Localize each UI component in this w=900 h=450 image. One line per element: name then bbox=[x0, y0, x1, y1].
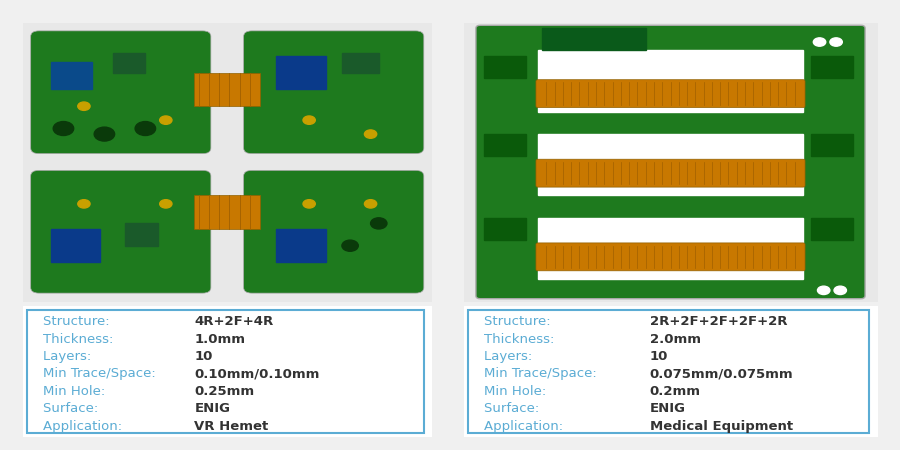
Text: Application:: Application: bbox=[43, 419, 126, 432]
Text: Thickness:: Thickness: bbox=[484, 333, 559, 346]
Circle shape bbox=[303, 200, 315, 208]
Text: 10: 10 bbox=[650, 350, 668, 363]
Circle shape bbox=[830, 38, 842, 46]
Circle shape bbox=[77, 200, 90, 208]
Text: Thickness:: Thickness: bbox=[43, 333, 118, 346]
Bar bbox=[342, 53, 379, 73]
Bar bbox=[480, 28, 538, 296]
Text: VR Hemet: VR Hemet bbox=[194, 419, 269, 432]
Text: Layers:: Layers: bbox=[43, 350, 95, 363]
Bar bbox=[51, 229, 100, 262]
FancyBboxPatch shape bbox=[27, 310, 424, 432]
Text: 10: 10 bbox=[194, 350, 213, 363]
Bar bbox=[484, 134, 526, 157]
Bar bbox=[276, 229, 326, 262]
Circle shape bbox=[342, 240, 358, 251]
Bar bbox=[811, 218, 852, 240]
FancyBboxPatch shape bbox=[536, 159, 806, 187]
Circle shape bbox=[834, 286, 847, 295]
Text: Min Trace/Space:: Min Trace/Space: bbox=[484, 367, 601, 380]
Text: Structure:: Structure: bbox=[484, 315, 555, 328]
Text: 2R+2F+2F+2F+2R: 2R+2F+2F+2F+2R bbox=[650, 315, 788, 328]
Circle shape bbox=[371, 218, 387, 229]
Bar bbox=[803, 28, 861, 296]
Text: Surface:: Surface: bbox=[43, 402, 103, 415]
Circle shape bbox=[94, 127, 114, 141]
Text: 0.075mm/0.075mm: 0.075mm/0.075mm bbox=[650, 367, 794, 380]
Text: Layers:: Layers: bbox=[484, 350, 536, 363]
Text: Min Hole:: Min Hole: bbox=[43, 385, 110, 398]
Bar bbox=[542, 28, 645, 50]
Circle shape bbox=[135, 122, 156, 135]
Text: 0.25mm: 0.25mm bbox=[194, 385, 255, 398]
Text: ENIG: ENIG bbox=[194, 402, 230, 415]
Text: Structure:: Structure: bbox=[43, 315, 113, 328]
FancyBboxPatch shape bbox=[244, 171, 424, 293]
Circle shape bbox=[159, 116, 172, 124]
Text: Medical Equipment: Medical Equipment bbox=[650, 419, 793, 432]
Text: 2.0mm: 2.0mm bbox=[650, 333, 701, 346]
Bar bbox=[538, 50, 803, 112]
Circle shape bbox=[53, 122, 74, 135]
Text: 1.0mm: 1.0mm bbox=[194, 333, 246, 346]
Circle shape bbox=[159, 200, 172, 208]
FancyBboxPatch shape bbox=[468, 310, 869, 432]
Bar bbox=[811, 56, 852, 78]
Bar bbox=[484, 56, 526, 78]
Circle shape bbox=[364, 130, 377, 138]
Polygon shape bbox=[194, 195, 260, 229]
Text: 0.10mm/0.10mm: 0.10mm/0.10mm bbox=[194, 367, 320, 380]
FancyBboxPatch shape bbox=[476, 25, 865, 299]
Bar bbox=[484, 218, 526, 240]
Circle shape bbox=[303, 116, 315, 124]
Text: Application:: Application: bbox=[484, 419, 568, 432]
FancyBboxPatch shape bbox=[31, 31, 211, 153]
Bar bbox=[276, 56, 326, 90]
Circle shape bbox=[817, 286, 830, 295]
Bar bbox=[125, 223, 158, 246]
Text: 4R+2F+4R: 4R+2F+4R bbox=[194, 315, 274, 328]
FancyBboxPatch shape bbox=[536, 80, 806, 108]
FancyBboxPatch shape bbox=[244, 31, 424, 153]
Text: Surface:: Surface: bbox=[484, 402, 544, 415]
FancyBboxPatch shape bbox=[536, 243, 806, 271]
Circle shape bbox=[364, 200, 377, 208]
Bar bbox=[51, 62, 92, 90]
Bar bbox=[112, 53, 146, 73]
Text: Min Trace/Space:: Min Trace/Space: bbox=[43, 367, 160, 380]
FancyBboxPatch shape bbox=[31, 171, 211, 293]
Text: ENIG: ENIG bbox=[650, 402, 686, 415]
Text: 0.2mm: 0.2mm bbox=[650, 385, 701, 398]
Bar bbox=[538, 134, 803, 195]
Bar bbox=[811, 134, 852, 157]
Circle shape bbox=[77, 102, 90, 110]
Polygon shape bbox=[194, 73, 260, 106]
Text: Min Hole:: Min Hole: bbox=[484, 385, 551, 398]
Bar bbox=[538, 218, 803, 279]
Circle shape bbox=[814, 38, 826, 46]
